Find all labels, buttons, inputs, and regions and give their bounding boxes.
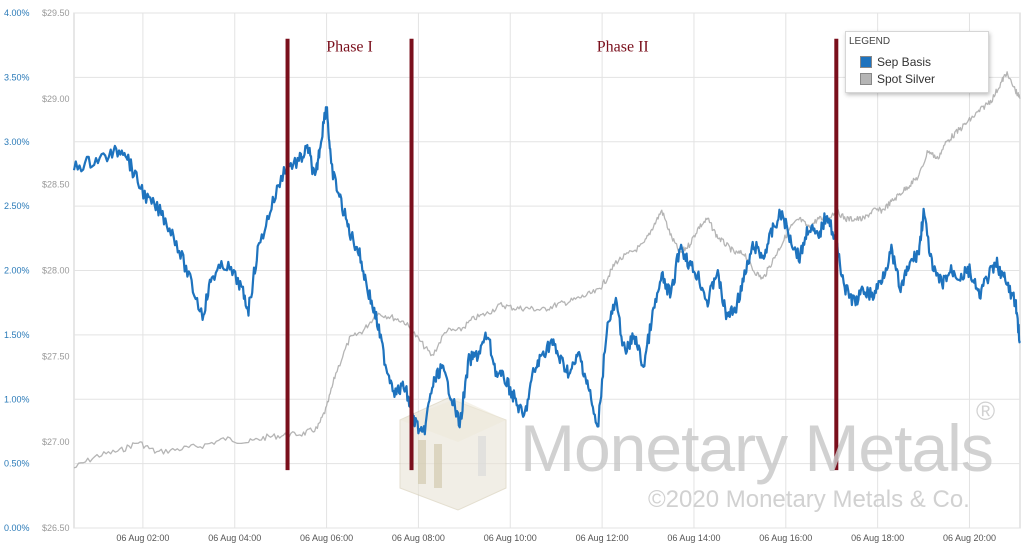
y-right-tick-label: $28.00: [42, 266, 70, 276]
legend-swatch-spot-silver: [860, 73, 872, 85]
y-left-tick-label: 1.50%: [4, 330, 30, 340]
y-right-tick-label: $29.00: [42, 94, 70, 104]
y-right-tick-label: $28.50: [42, 180, 70, 190]
y-right-tick-label: $29.50: [42, 8, 70, 18]
watermark-name: Monetary Metals: [520, 411, 994, 485]
y-left-tick-label: 0.50%: [4, 459, 30, 469]
axes: 0.00% 0.50% 1.00% 1.50% 2.00% 2.50% 3.00% 3.50%…: [4, 8, 996, 543]
y-left-tick-label: 0.00%: [4, 523, 30, 533]
x-tick-label: 06 Aug 02:00: [116, 533, 169, 543]
y-left-tick-label: 3.50%: [4, 72, 30, 82]
legend-title: LEGEND: [849, 36, 891, 47]
series: [72, 71, 1021, 469]
chart-legend: LEGEND Sep Basis Spot Silver: [845, 31, 989, 93]
legend-swatch-sep-basis: [860, 56, 872, 68]
y-right-tick-label: $26.50: [42, 523, 70, 533]
monetary-metals-logo-icon: [399, 397, 507, 511]
x-tick-label: 06 Aug 08:00: [392, 533, 445, 543]
x-tick-label: 06 Aug 18:00: [851, 533, 904, 543]
y-left-tick-label: 3.00%: [4, 137, 30, 147]
y-right-tick-label: $27.00: [42, 437, 70, 447]
y-left-tick-label: 2.50%: [4, 201, 30, 211]
watermark-registered-icon: ®: [976, 396, 996, 426]
series-line-sep-basis: [72, 106, 1021, 436]
x-tick-label: 06 Aug 10:00: [484, 533, 537, 543]
legend-label-spot-silver: Spot Silver: [877, 72, 936, 86]
legend-item-sep-basis[interactable]: Sep Basis: [860, 55, 931, 69]
legend-label-sep-basis: Sep Basis: [877, 55, 932, 69]
annotations: Phase I Phase II: [285, 39, 839, 471]
x-tick-label: 06 Aug 16:00: [759, 533, 812, 543]
x-tick-label: 06 Aug 20:00: [943, 533, 996, 543]
phase-label: Phase I: [326, 39, 373, 56]
x-tick-label: 06 Aug 06:00: [300, 533, 353, 543]
x-tick-label: 06 Aug 14:00: [667, 533, 720, 543]
x-tick-label: 06 Aug 04:00: [208, 533, 261, 543]
y-left-tick-label: 4.00%: [4, 8, 30, 18]
y-right-tick-label: $27.50: [42, 351, 70, 361]
phase-label: Phase II: [597, 39, 649, 56]
series-line-spot-silver: [73, 71, 1021, 469]
x-tick-label: 06 Aug 12:00: [576, 533, 629, 543]
y-left-tick-label: 1.00%: [4, 394, 30, 404]
watermark-copyright: ©2020 Monetary Metals & Co.: [648, 486, 970, 513]
legend-item-spot-silver[interactable]: Spot Silver: [860, 72, 935, 86]
y-left-tick-label: 2.00%: [4, 266, 30, 276]
